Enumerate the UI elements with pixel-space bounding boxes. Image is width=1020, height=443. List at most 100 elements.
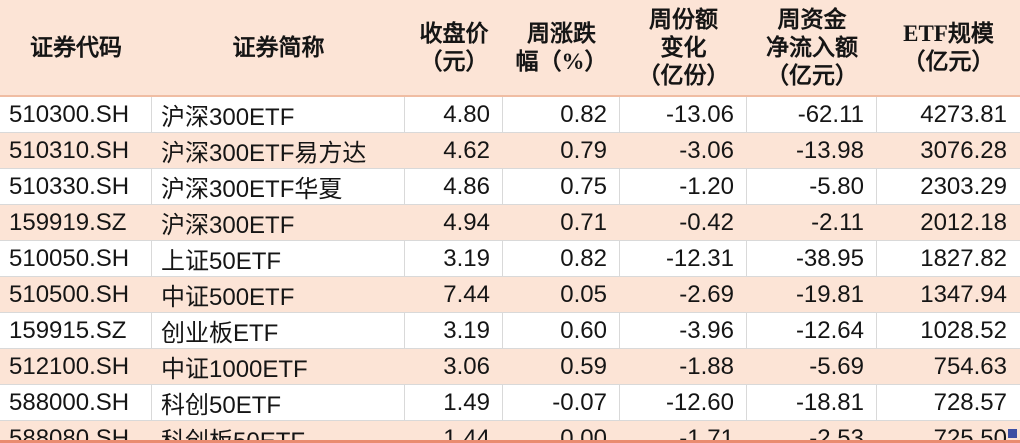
cell-code: 510300.SH (0, 97, 152, 132)
header-cell-net_inflow: 周资金 净流入额 （亿元） (747, 0, 877, 95)
cell-etf_scale: 754.63 (933, 352, 1007, 380)
cell-name: 沪深300ETF易方达 (161, 140, 367, 167)
cell-close: 3.06 (443, 352, 490, 380)
cell-etf_scale: 1347.94 (920, 280, 1007, 308)
header-cell-week_pct: 周涨跌 幅（%） (503, 0, 620, 95)
table-row: 588000.SH 科创50ETF 1.49 -0.07 -12.60 -18.81 728… (0, 385, 1020, 421)
cell-code: 159915.SZ (0, 313, 152, 348)
cell-code: 588080.SH (9, 424, 130, 443)
cell-name: 沪深300ETF (152, 97, 405, 132)
header-label-line: 收盘价 (419, 20, 489, 46)
cell-name: 中证1000ETF (161, 356, 308, 383)
cell-share_chg: -13.06 (620, 97, 747, 132)
cell-etf_scale: 1827.82 (920, 244, 1007, 272)
cell-net_inflow: -18.81 (747, 385, 877, 420)
cell-share_chg: -3.96 (620, 313, 747, 348)
table-row: 512100.SH 中证1000ETF 3.06 0.59 -1.88 -5.69 754.… (0, 349, 1020, 385)
cell-etf_scale: 725.50 (933, 424, 1007, 443)
cell-week_pct: 0.60 (503, 313, 620, 348)
cell-name: 中证500ETF (161, 284, 295, 311)
cell-week_pct: 0.59 (560, 352, 607, 380)
table-row: 510310.SH 沪深300ETF易方达 4.62 0.79 -3.06 -13.98 3… (0, 133, 1020, 169)
table-header-row: 证券代码 证券简称 收盘价 （元） 周涨跌 幅（%） 周份额 变化 （亿份） 周资金 净流入额 （亿元… (0, 0, 1020, 97)
cell-net_inflow: -12.64 (747, 313, 877, 348)
cell-code: 588000.SH (0, 385, 152, 420)
header-cell-etf_scale: ETF规模 （亿元） (877, 0, 1020, 95)
cell-close: 4.94 (443, 208, 490, 236)
cell-week_pct: 0.82 (503, 241, 620, 276)
cell-close: 7.44 (443, 280, 490, 308)
cell-net_inflow: -38.95 (747, 241, 877, 276)
cell-code: 510330.SH (0, 169, 152, 204)
cell-etf_scale: 2303.29 (920, 172, 1007, 200)
table-row: 588080.SH 科创板50ETF 1.44 0.00 -1.71 -2.53 725.5… (0, 421, 1020, 443)
cell-week_pct: -0.07 (503, 385, 620, 420)
cell-share_chg: -3.06 (679, 136, 734, 164)
cell-name: 沪深300ETF (161, 212, 295, 239)
cell-share_chg: -12.31 (620, 241, 747, 276)
header-label-line: ETF规模 (903, 20, 994, 46)
header-label-line: 净流入额 (766, 34, 858, 60)
cell-net_inflow: -2.11 (811, 208, 864, 236)
cell-net_inflow: -5.69 (809, 352, 864, 380)
cell-etf_scale: 3076.28 (920, 136, 1007, 164)
cell-name: 科创板50ETF (161, 428, 306, 443)
cell-week_pct: 0.05 (560, 280, 607, 308)
cell-net_inflow: -19.81 (795, 280, 864, 308)
cell-code: 510050.SH (0, 241, 152, 276)
cell-etf_scale: 1028.52 (920, 316, 1007, 344)
cell-name: 上证50ETF (152, 241, 405, 276)
cell-week_pct: 0.75 (503, 169, 620, 204)
cell-close: 4.80 (405, 97, 503, 132)
cell-close: 1.49 (405, 385, 503, 420)
header-cell-close: 收盘价 （元） (405, 0, 503, 95)
cell-close: 4.86 (405, 169, 503, 204)
cell-week_pct: 0.00 (560, 424, 607, 443)
header-label-line: （元） (419, 48, 489, 74)
cell-net_inflow: -62.11 (747, 97, 877, 132)
cell-share_chg: -1.88 (679, 352, 734, 380)
cell-close: 1.44 (443, 424, 490, 443)
cell-code: 512100.SH (9, 352, 130, 380)
cell-share_chg: -12.60 (620, 385, 747, 420)
cell-week_pct: 0.71 (560, 208, 607, 236)
cell-code: 510310.SH (9, 136, 130, 164)
fill-handle-marker (1008, 429, 1017, 438)
cell-etf_scale: 4273.81 (920, 100, 1007, 128)
cell-name: 科创50ETF (152, 385, 405, 420)
table-row: 510300.SH 沪深300ETF 4.80 0.82 -13.06 -62.11 427… (0, 97, 1020, 133)
table-row: 510500.SH 中证500ETF 7.44 0.05 -2.69 -19.81 1347… (0, 277, 1020, 313)
cell-close: 3.19 (405, 241, 503, 276)
table-row: 510050.SH 上证50ETF 3.19 0.82 -12.31 -38.95 1827… (0, 241, 1020, 277)
header-label-line: 变化 (660, 34, 707, 60)
cell-net_inflow: -5.80 (747, 169, 877, 204)
cell-name: 创业板ETF (152, 313, 405, 348)
header-label-line: 周涨跌 (527, 20, 596, 46)
header-label-line: （亿元） (902, 48, 995, 74)
header-label-line: 证券简称 (232, 34, 325, 60)
cell-week_pct: 0.79 (560, 136, 607, 164)
header-cell-share_chg: 周份额 变化 （亿份） (620, 0, 747, 95)
table-row: 510330.SH 沪深300ETF华夏 4.86 0.75 -1.20 -5.80 230… (0, 169, 1020, 205)
header-cell-name: 证券简称 (152, 0, 405, 95)
cell-net_inflow: -2.53 (809, 424, 864, 443)
header-cell-code: 证券代码 (0, 0, 152, 95)
cell-share_chg: -1.71 (679, 424, 734, 443)
cell-code: 159919.SZ (9, 208, 127, 236)
cell-week_pct: 0.82 (503, 97, 620, 132)
cell-net_inflow: -13.98 (795, 136, 864, 164)
cell-etf_scale: 2012.18 (920, 208, 1007, 236)
cell-share_chg: -2.69 (679, 280, 734, 308)
header-label-line: 证券代码 (30, 34, 122, 60)
cell-etf_scale: 728.57 (933, 388, 1007, 416)
header-label-line: （亿元） (766, 62, 858, 88)
cell-close: 3.19 (405, 313, 503, 348)
table-row: 159915.SZ 创业板ETF 3.19 0.60 -3.96 -12.64 1028.5… (0, 313, 1020, 349)
header-label-line: 周资金 (777, 6, 847, 32)
cell-code: 510500.SH (9, 280, 130, 308)
header-label-line: （亿份） (637, 62, 730, 88)
cell-close: 4.62 (443, 136, 490, 164)
header-label-line: 周份额 (649, 6, 718, 32)
table-body: 510300.SH 沪深300ETF 4.80 0.82 -13.06 -62.11 427… (0, 97, 1020, 440)
